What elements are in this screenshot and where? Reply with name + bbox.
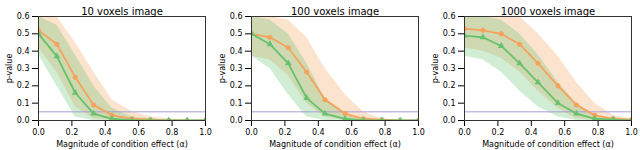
svg-text:0.4: 0.4 — [99, 128, 112, 137]
svg-text:0.0: 0.0 — [443, 116, 456, 125]
svg-text:0.4: 0.4 — [230, 47, 243, 56]
svg-text:1.0: 1.0 — [625, 128, 638, 137]
svg-text:0.4: 0.4 — [525, 128, 538, 137]
svg-text:0.6: 0.6 — [17, 12, 30, 21]
svg-text:0.5: 0.5 — [443, 29, 456, 38]
svg-text:0.6: 0.6 — [132, 128, 145, 137]
svg-text:0.3: 0.3 — [230, 64, 243, 73]
svg-text:0.2: 0.2 — [17, 81, 30, 90]
svg-text:1.0: 1.0 — [412, 128, 425, 137]
svg-text:0.1: 0.1 — [230, 99, 243, 108]
svg-text:0.2: 0.2 — [492, 128, 505, 137]
svg-text:0.3: 0.3 — [17, 64, 30, 73]
svg-text:0.4: 0.4 — [17, 47, 30, 56]
svg-text:0.2: 0.2 — [230, 81, 243, 90]
svg-text:0.4: 0.4 — [312, 128, 325, 137]
svg-text:p-value: p-value — [5, 54, 14, 84]
svg-text:0.6: 0.6 — [558, 128, 571, 137]
svg-text:1000 voxels image: 1000 voxels image — [501, 6, 595, 17]
svg-text:0.0: 0.0 — [17, 116, 30, 125]
svg-text:0.3: 0.3 — [443, 64, 456, 73]
svg-text:0.0: 0.0 — [458, 128, 471, 137]
svg-text:0.0: 0.0 — [245, 128, 258, 137]
svg-text:1.0: 1.0 — [199, 128, 212, 137]
svg-text:0.6: 0.6 — [230, 12, 243, 21]
svg-text:0.2: 0.2 — [66, 128, 79, 137]
svg-text:0.5: 0.5 — [17, 29, 30, 38]
svg-text:0.1: 0.1 — [443, 99, 456, 108]
svg-text:p-value: p-value — [431, 54, 440, 84]
svg-text:0.2: 0.2 — [279, 128, 292, 137]
svg-text:100 voxels image: 100 voxels image — [291, 6, 379, 17]
svg-text:0.8: 0.8 — [379, 128, 392, 137]
svg-text:0.4: 0.4 — [443, 47, 456, 56]
svg-text:10 voxels image: 10 voxels image — [81, 6, 163, 17]
svg-text:0.6: 0.6 — [443, 12, 456, 21]
svg-text:0.1: 0.1 — [17, 99, 30, 108]
svg-text:Magnitude of condition effect: Magnitude of condition effect (α) — [56, 140, 188, 149]
svg-text:Magnitude of condition effect: Magnitude of condition effect (α) — [482, 140, 614, 149]
svg-text:0.8: 0.8 — [166, 128, 179, 137]
svg-text:Magnitude of condition effect: Magnitude of condition effect (α) — [269, 140, 401, 149]
svg-text:0.0: 0.0 — [32, 128, 45, 137]
svg-text:0.0: 0.0 — [230, 116, 243, 125]
svg-text:0.5: 0.5 — [230, 29, 243, 38]
svg-text:0.2: 0.2 — [443, 81, 456, 90]
svg-text:0.6: 0.6 — [345, 128, 358, 137]
svg-text:0.8: 0.8 — [592, 128, 605, 137]
svg-text:p-value: p-value — [218, 54, 227, 84]
